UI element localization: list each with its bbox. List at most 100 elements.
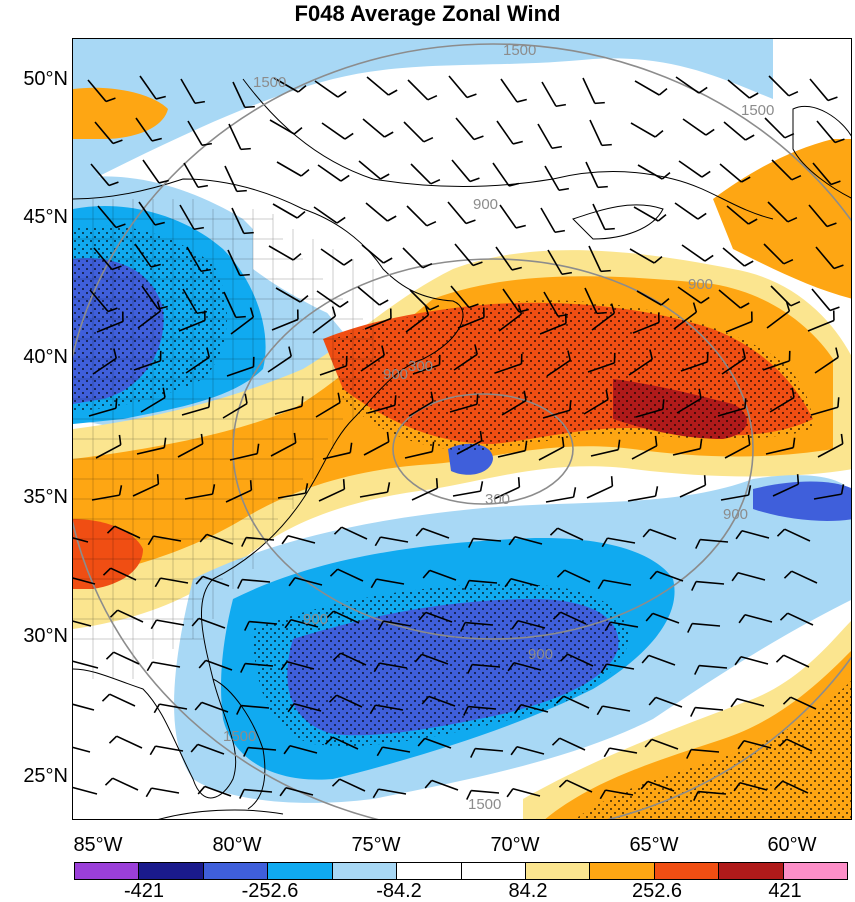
contour-label: 900: [303, 611, 328, 628]
wind-barb: [277, 162, 301, 176]
colorbar-swatch: [268, 863, 332, 879]
contour-label: 900: [473, 196, 498, 213]
wind-barb: [817, 121, 835, 142]
nova-scotia: [573, 205, 663, 239]
wind-barb: [541, 208, 555, 232]
wind-barb-feather: [776, 655, 783, 662]
contour-label: 900: [528, 646, 553, 663]
contour-label: 1500: [253, 74, 286, 91]
wind-barb: [590, 120, 602, 145]
colorbar-swatch: [655, 863, 719, 879]
wind-barb: [471, 791, 499, 793]
wind-barb-feather: [301, 170, 309, 176]
lon-label-60w: 60°W: [752, 834, 832, 856]
wind-barb: [720, 164, 741, 182]
wind-barb-feather: [245, 107, 255, 108]
wind-barb: [500, 205, 516, 228]
wind-barb-feather: [519, 477, 520, 487]
wind-barb-feather: [595, 103, 605, 104]
wind-barb: [741, 657, 768, 664]
wind-barb-feather: [202, 144, 212, 146]
wind-barb-feather: [828, 97, 837, 100]
wind-barb-feather: [598, 187, 608, 188]
wind-barb-feather: [698, 213, 706, 219]
contour-label: 900: [383, 366, 408, 383]
wind-barb-feather: [244, 233, 254, 234]
wind-barb-feather: [341, 175, 349, 181]
colorbar: [74, 862, 848, 880]
colorbar-swatch: [719, 863, 783, 879]
wind-barb-feather: [744, 261, 753, 266]
wind-barb-feather: [345, 133, 353, 139]
lat-label-40n: 40°N: [0, 347, 68, 367]
lat-label-50n: 50°N: [0, 69, 68, 89]
wind-barb: [73, 745, 90, 752]
wind-barb: [675, 203, 698, 219]
wind-barb-feather: [705, 475, 706, 485]
wind-barb: [724, 122, 745, 140]
wind-barb: [408, 80, 428, 100]
wind-barb: [784, 655, 809, 667]
wind-barb: [225, 166, 237, 191]
wind-barb-feather: [116, 398, 117, 408]
wind-barb-feather: [574, 487, 576, 497]
wind-barb-feather: [467, 94, 476, 97]
wind-barb: [546, 497, 574, 502]
shade-negative-north: [73, 39, 773, 189]
wind-barb-feather: [659, 89, 667, 95]
contour-label: 900: [723, 506, 748, 523]
wind-barb: [453, 491, 481, 496]
wind-barb-feather: [655, 131, 663, 137]
wind-barb-feather: [477, 394, 478, 404]
wind-barb-feather: [516, 225, 526, 227]
wind-barb: [367, 77, 388, 95]
wind-barb-feather: [338, 91, 346, 97]
contour-label: 900: [688, 276, 713, 293]
wind-barb-feather: [513, 141, 523, 143]
wind-barb-feather: [474, 136, 483, 139]
wind-barb-feather: [282, 536, 288, 544]
wind-barb-feather: [466, 220, 475, 223]
wind-barb: [635, 81, 659, 95]
wind-barb-feather: [106, 652, 113, 659]
wind-barb-feather: [705, 255, 713, 261]
wind-barb-feather: [424, 138, 433, 142]
wind-barb: [318, 165, 341, 181]
wind-barb-feather: [605, 229, 615, 230]
wind-barb: [403, 248, 423, 268]
lat-label-45n: 45°N: [0, 207, 68, 227]
wind-barb: [366, 203, 387, 221]
contour-label: 300: [408, 358, 433, 375]
wind-barb-feather: [150, 746, 155, 755]
wind-barb-feather: [251, 480, 252, 490]
wind-barb-feather: [427, 222, 436, 226]
wind-barb-feather: [481, 481, 483, 491]
lon-label-65w: 65°W: [614, 834, 694, 856]
wind-barb-feather: [240, 275, 250, 276]
wind-barb-feather: [383, 258, 392, 263]
wind-barb-feather: [428, 96, 437, 100]
lon-label-80w: 80°W: [197, 834, 277, 856]
wind-barb: [152, 662, 180, 667]
wind-barb: [270, 120, 294, 134]
wind-barb: [73, 787, 97, 794]
colorbar-swatch: [784, 863, 847, 879]
wind-barb-feather: [555, 231, 565, 233]
wind-barb: [117, 736, 142, 748]
wind-barb-feather: [706, 129, 714, 135]
wind-barb-feather: [656, 486, 658, 496]
contour-label: 1500: [223, 728, 256, 745]
colorbar-swatch: [462, 863, 526, 879]
wind-shading: [73, 39, 852, 820]
colorbar-swatch: [75, 863, 139, 879]
wind-barb: [73, 703, 94, 710]
wind-barb: [593, 204, 605, 229]
colorbar-label: -252.6: [225, 880, 315, 902]
wind-barb: [449, 76, 467, 97]
wind-barb-feather: [344, 479, 345, 489]
lat-label-25n: 25°N: [0, 766, 68, 786]
wind-barb-feather: [702, 171, 710, 177]
colorbar-swatch: [333, 863, 397, 879]
wind-barb-feather: [552, 147, 562, 149]
